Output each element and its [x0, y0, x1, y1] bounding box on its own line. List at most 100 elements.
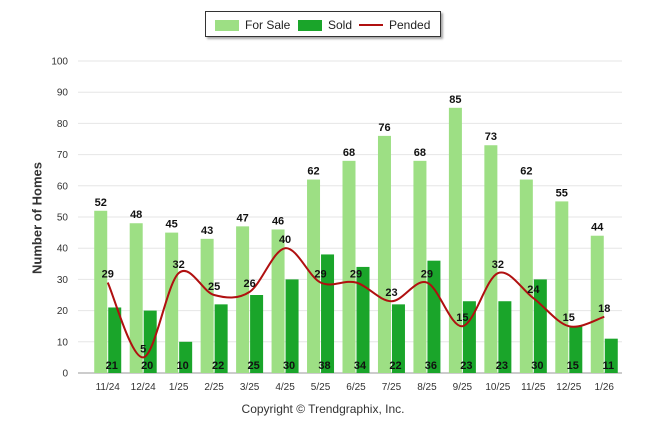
bar-sold	[533, 279, 547, 373]
bar-sold	[143, 310, 157, 373]
bar-for-sale	[590, 235, 604, 373]
bar-sold	[214, 304, 228, 373]
bar-for-sale	[377, 135, 391, 373]
data-label-for-sale: 47	[236, 212, 248, 224]
data-label-pended: 15	[563, 312, 575, 324]
data-label-sold: 30	[531, 360, 543, 372]
y-tick-label: 50	[57, 213, 69, 224]
x-tick-label: 12/24	[131, 382, 156, 393]
legend-label-pended: Pended	[389, 18, 431, 32]
data-label-for-sale: 62	[307, 166, 319, 178]
legend-item-for-sale[interactable]: For Sale	[215, 18, 290, 32]
bar-sold	[391, 304, 405, 373]
data-label-pended: 32	[492, 259, 504, 271]
data-label-sold: 21	[106, 360, 118, 372]
data-label-for-sale: 68	[343, 147, 355, 159]
data-label-sold: 36	[425, 360, 437, 372]
x-tick-label: 2/25	[204, 382, 224, 393]
data-label-for-sale: 55	[556, 187, 568, 199]
y-tick-label: 0	[62, 369, 68, 380]
data-label-pended: 26	[243, 278, 255, 290]
y-tick-label: 40	[57, 244, 69, 255]
legend-item-sold[interactable]: Sold	[298, 18, 352, 32]
data-label-for-sale: 45	[166, 219, 178, 231]
legend-swatch-sold	[298, 19, 322, 31]
y-tick-label: 70	[57, 150, 69, 161]
data-label-pended: 32	[173, 259, 185, 271]
data-label-for-sale: 68	[414, 147, 426, 159]
data-label-for-sale: 43	[201, 225, 213, 237]
x-tick-label: 7/25	[382, 382, 402, 393]
data-label-sold: 10	[177, 360, 189, 372]
bar-sold	[250, 295, 264, 373]
bar-sold	[356, 266, 370, 373]
bar-for-sale	[342, 160, 356, 373]
legend-label-for-sale: For Sale	[245, 18, 291, 32]
data-label-pended: 18	[598, 303, 610, 315]
data-label-pended: 25	[208, 281, 220, 293]
bar-for-sale	[448, 107, 462, 374]
data-label-sold: 38	[318, 360, 330, 372]
data-label-pended: 29	[102, 269, 114, 281]
bar-sold	[498, 301, 512, 373]
legend-swatch-pended	[359, 24, 383, 26]
bar-sold	[108, 307, 122, 373]
data-label-for-sale: 44	[591, 222, 604, 234]
bar-sold	[462, 301, 476, 373]
data-label-sold: 34	[354, 360, 367, 372]
bar-for-sale	[271, 229, 285, 373]
bar-sold	[604, 338, 618, 373]
data-label-pended: 40	[279, 234, 291, 246]
data-label-sold: 15	[567, 360, 579, 372]
data-label-sold: 30	[283, 360, 295, 372]
x-tick-label: 4/25	[275, 382, 295, 393]
legend-item-pended[interactable]: Pended	[359, 18, 430, 32]
y-tick-label: 20	[57, 306, 69, 317]
data-label-for-sale: 46	[272, 215, 284, 227]
data-label-pended: 15	[456, 312, 468, 324]
data-label-for-sale: 52	[95, 197, 107, 209]
y-tick-label: 80	[57, 119, 69, 130]
bar-sold	[427, 260, 441, 373]
bar-for-sale	[413, 160, 427, 373]
data-label-for-sale: 48	[130, 209, 142, 221]
legend: For Sale Sold Pended	[205, 11, 441, 37]
bar-for-sale	[484, 145, 498, 373]
bar-for-sale	[236, 226, 250, 373]
y-axis-label: Number of Homes	[29, 162, 45, 274]
data-label-for-sale: 85	[449, 94, 461, 106]
bar-sold	[569, 326, 583, 373]
x-tick-label: 11/24	[96, 382, 121, 393]
x-tick-label: 8/25	[417, 382, 437, 393]
y-tick-label: 100	[51, 57, 68, 68]
x-tick-label: 3/25	[240, 382, 260, 393]
data-label-sold: 23	[460, 360, 472, 372]
data-label-sold: 22	[389, 360, 401, 372]
data-label-sold: 22	[212, 360, 224, 372]
bar-for-sale	[200, 238, 214, 373]
data-label-for-sale: 73	[485, 131, 497, 143]
bar-for-sale	[94, 210, 108, 373]
y-tick-label: 90	[57, 88, 69, 99]
data-label-pended: 29	[421, 269, 433, 281]
x-tick-label: 1/25	[169, 382, 189, 393]
bar-for-sale	[129, 223, 143, 373]
y-tick-label: 30	[57, 275, 69, 286]
legend-swatch-for-sale	[215, 19, 239, 31]
legend-label-sold: Sold	[328, 18, 353, 32]
data-label-pended: 23	[385, 287, 397, 299]
data-label-pended: 24	[527, 284, 540, 296]
bar-sold	[285, 279, 299, 373]
data-label-sold: 25	[247, 360, 259, 372]
data-label-pended: 29	[350, 269, 362, 281]
copyright-text: Copyright © Trendgraphix, Inc.	[241, 402, 405, 416]
data-label-sold: 20	[141, 360, 153, 372]
x-tick-label: 9/25	[453, 382, 473, 393]
data-label-for-sale: 62	[520, 166, 532, 178]
x-tick-label: 11/25	[521, 382, 546, 393]
data-label-sold: 23	[496, 360, 508, 372]
x-tick-label: 10/25	[485, 382, 510, 393]
y-tick-label: 60	[57, 181, 69, 192]
